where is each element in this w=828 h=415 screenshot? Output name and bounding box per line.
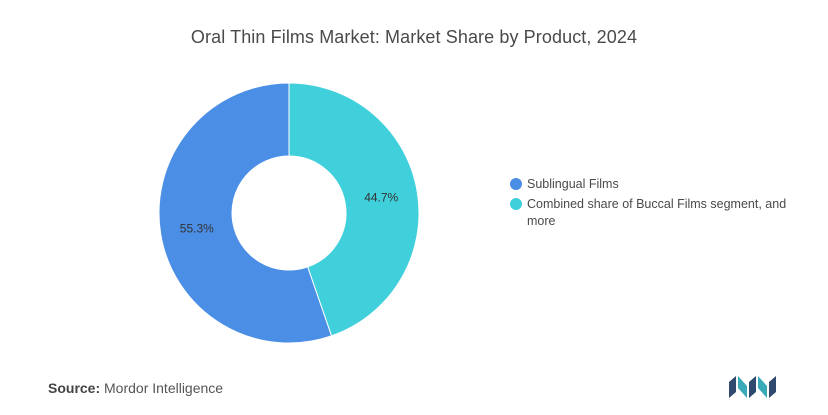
- donut-slice-buccal-films-and-more[interactable]: [288, 82, 420, 337]
- donut-slice-sublingual-films[interactable]: [158, 82, 333, 344]
- legend-swatch-buccal-films-and-more: [510, 198, 522, 210]
- source-value: Mordor Intelligence: [104, 380, 224, 396]
- donut-label-sublingual-films: 55.3%: [180, 221, 214, 235]
- legend-swatch-sublingual-films: [510, 178, 522, 190]
- mordor-intelligence-logo-icon: [729, 376, 776, 398]
- legend-item-buccal-films-and-more[interactable]: Combined share of Buccal Films segment, …: [510, 196, 810, 230]
- legend-label-buccal-films-and-more: Combined share of Buccal Films segment, …: [527, 197, 787, 228]
- legend-label-sublingual-films: Sublingual Films: [527, 177, 619, 191]
- chart-legend: Sublingual Films Combined share of Bucca…: [510, 176, 810, 233]
- donut-label-buccal-films-and-more: 44.7%: [364, 191, 398, 205]
- source-note: Source: Mordor Intelligence: [48, 380, 223, 396]
- chart-title: Oral Thin Films Market: Market Share by …: [190, 27, 638, 47]
- legend-item-sublingual-films[interactable]: Sublingual Films: [510, 176, 810, 193]
- source-key: Source:: [48, 380, 101, 396]
